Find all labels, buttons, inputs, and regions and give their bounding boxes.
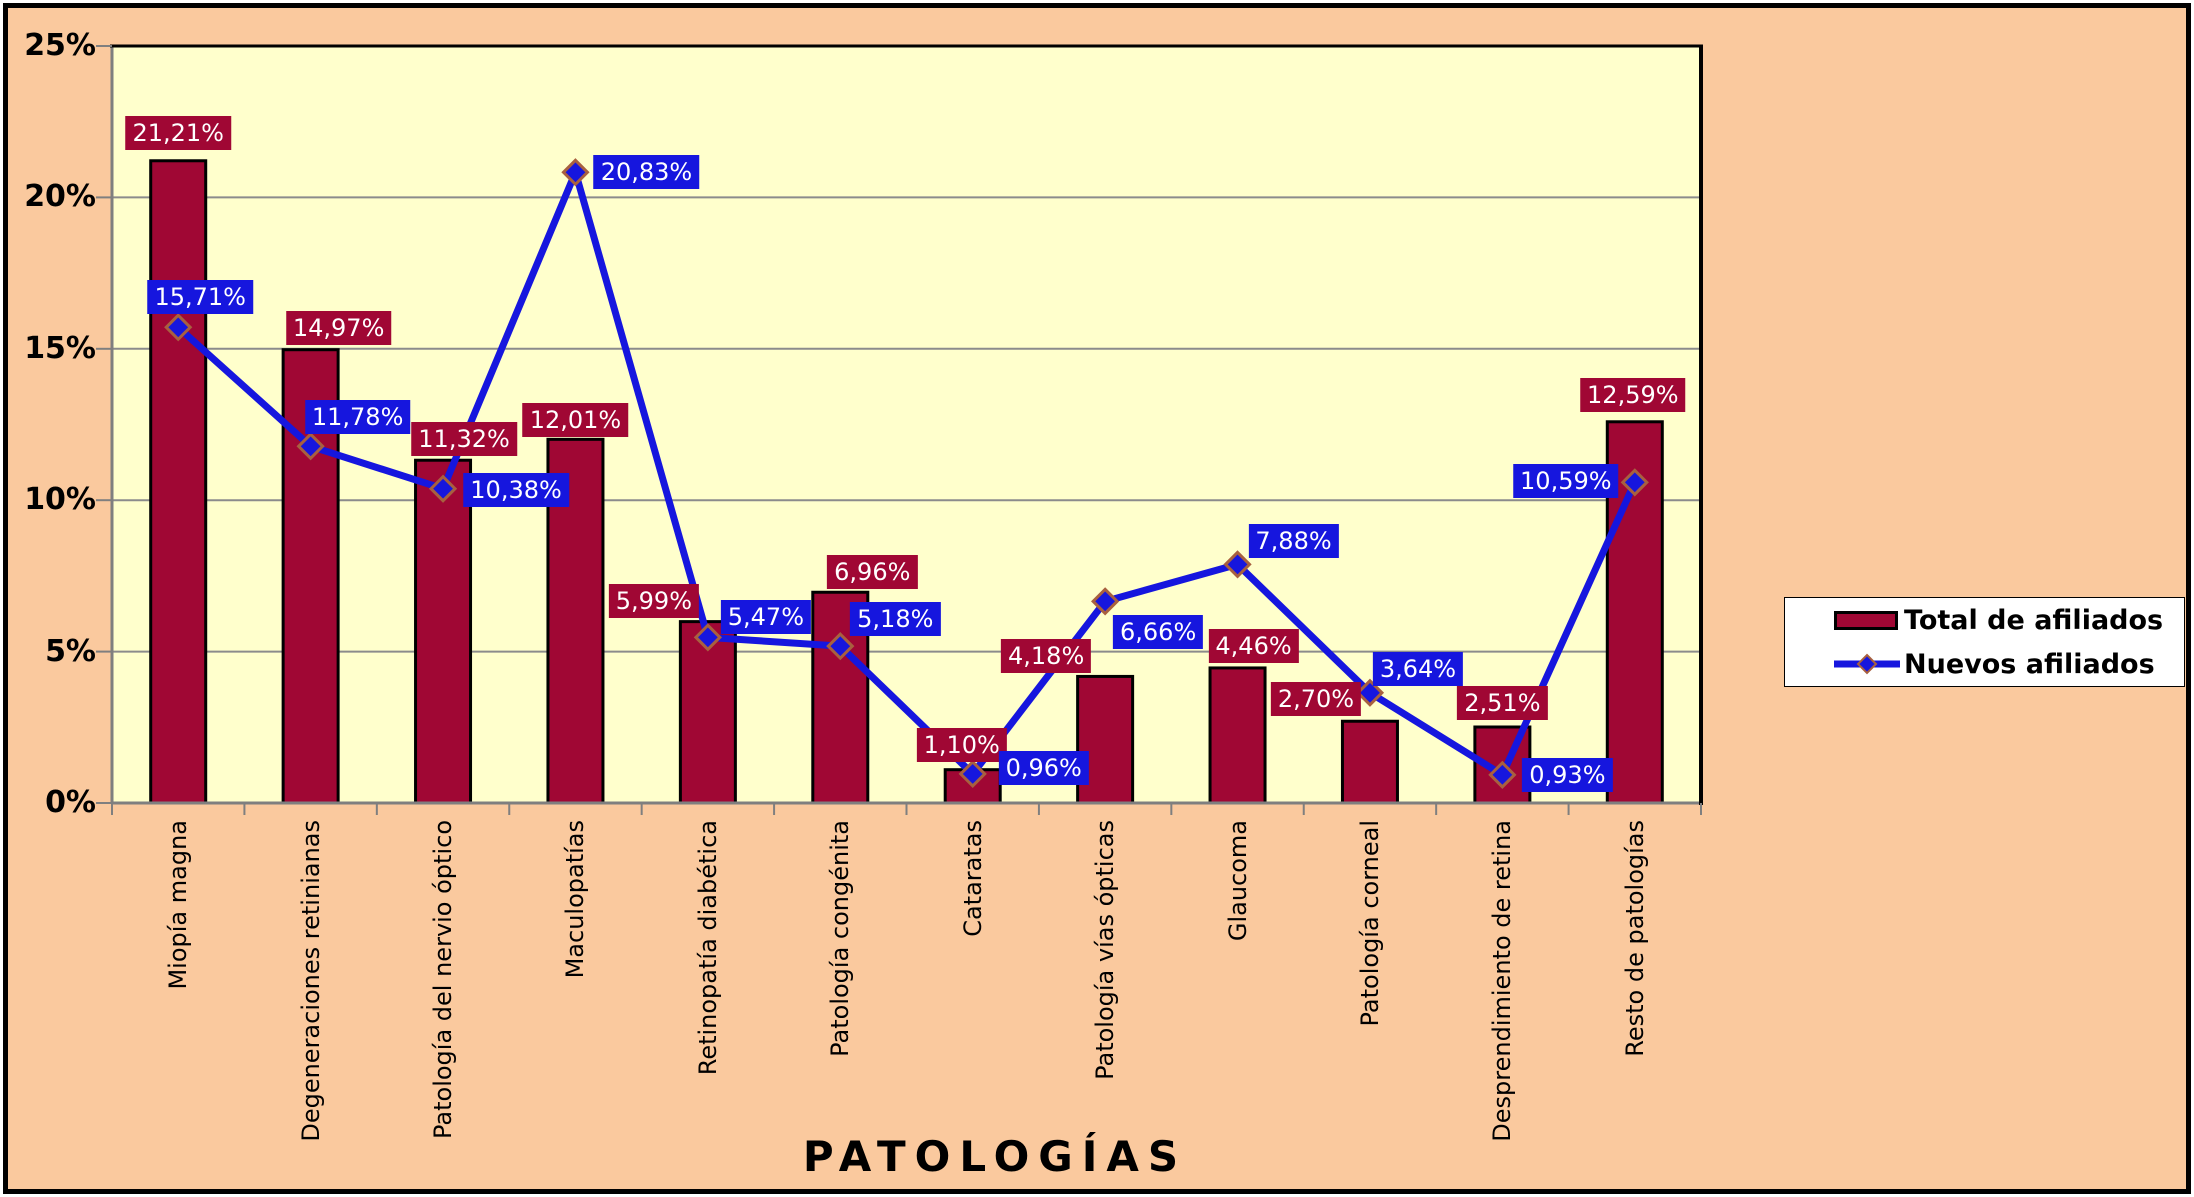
diamond-marker: [428, 474, 458, 503]
x-axis-title: PATOLOGÍAS: [802, 1132, 1188, 1181]
line-value-label: 0,93%: [1522, 757, 1613, 792]
line-marker-swatch-icon: [1834, 653, 1900, 675]
x-category-label-text: Patología vías ópticas: [1091, 820, 1120, 1080]
line-value-label: 7,88%: [1248, 524, 1339, 559]
legend-item-nuevos-afiliados: Nuevos afiliados: [1785, 642, 2184, 686]
y-tick-label: 0%: [45, 785, 96, 820]
diamond-marker: [1223, 550, 1252, 579]
bar-value-label: 4,46%: [1208, 628, 1299, 663]
y-tick-label: 25%: [24, 28, 96, 63]
diamond-marker: [1355, 678, 1385, 707]
bar: [414, 458, 473, 805]
legend-label-nuevos: Nuevos afiliados: [1904, 648, 2155, 680]
line-value-label: 20,83%: [593, 155, 700, 190]
diamond-marker: [1091, 587, 1120, 616]
diamond-marker: [296, 432, 325, 461]
line-value-label: 5,47%: [720, 600, 811, 635]
bar-value-label: 14,97%: [285, 310, 392, 345]
bar-value-label: 4,18%: [1001, 639, 1092, 674]
line-value-label: 11,78%: [304, 400, 411, 435]
bar-value-label: 6,96%: [827, 555, 918, 590]
line-value-label: 5,18%: [850, 602, 941, 637]
line-value-label: 6,66%: [1113, 615, 1204, 650]
y-tick-label: 15%: [24, 330, 96, 366]
line-value-label: 10,38%: [463, 472, 569, 507]
line-value-label: 10,59%: [1513, 464, 1619, 499]
x-category-label-text: Maculopatías: [561, 820, 590, 979]
legend: Total de afiliados Nuevos afiliados: [1784, 597, 2185, 687]
legend-line-swatch-icon: [1834, 651, 1900, 677]
y-tick-label: 20%: [24, 179, 96, 215]
y-tick-label: 5%: [45, 633, 96, 669]
bar-value-label: 21,21%: [125, 115, 231, 150]
x-category-label-text: Retinopatía diabética: [693, 820, 722, 1076]
line-series: [174, 168, 1639, 779]
line-value-label: 15,71%: [147, 280, 253, 315]
legend-item-total-de-afiliados: Total de afiliados: [1785, 598, 2184, 642]
x-category-label-text: Desprendimiento de retina: [1488, 820, 1517, 1142]
diamond-marker: [1488, 760, 1517, 789]
bar-value-label: 12,59%: [1580, 377, 1686, 412]
bar-value-label: 5,99%: [608, 583, 699, 618]
x-category-label-text: Degeneraciones retinianas: [296, 820, 325, 1142]
diamond-marker: [164, 313, 193, 342]
x-category-label-text: Patología del nervio óptico: [429, 820, 458, 1139]
bar-swatch-icon: [1834, 610, 1898, 630]
bar-value-label: 11,32%: [411, 422, 517, 457]
x-category-label-text: Resto de patologías: [1620, 820, 1649, 1057]
diamond-marker: [958, 759, 987, 789]
bar: [1208, 666, 1267, 805]
bar-value-label: 2,70%: [1270, 682, 1362, 717]
diamond-marker: [1620, 468, 1649, 497]
bar-value-label: 2,51%: [1457, 685, 1548, 720]
x-category-label-text: Miopía magna: [164, 820, 193, 990]
line-value-label: 3,64%: [1372, 651, 1464, 686]
line-value-label: 0,96%: [998, 750, 1089, 785]
diamond-marker: [693, 623, 722, 652]
y-tick-label: 10%: [24, 482, 96, 518]
bar: [149, 159, 208, 805]
bar: [1340, 719, 1399, 805]
x-category-label-text: Patología corneal: [1355, 820, 1384, 1027]
diamond-marker: [561, 158, 590, 187]
x-category-label-text: Cataratas: [958, 820, 987, 937]
bar-value-label: 12,01%: [522, 403, 629, 438]
legend-label-total: Total de afiliados: [1904, 604, 2164, 636]
bar: [678, 620, 737, 805]
diamond-marker: [826, 632, 855, 661]
legend-diamond-marker: [1856, 653, 1878, 675]
chart-canvas: 0% 5% 10% 15% 20% 25% Miopía magna Degeneracio…: [8, 8, 2186, 1189]
legend-bar-swatch-icon: [1834, 610, 1900, 630]
x-category-label-text: Patología congénita: [826, 820, 855, 1057]
bar-value-label: 1,10%: [916, 727, 1007, 762]
x-category-label-text: Glaucoma: [1223, 820, 1252, 942]
chart-outer-frame: 0% 5% 10% 15% 20% 25% Miopía magna Degeneracio…: [3, 3, 2191, 1194]
